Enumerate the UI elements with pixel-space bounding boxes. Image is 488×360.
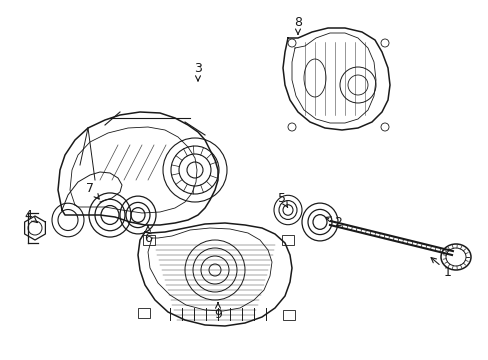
Text: 5: 5 <box>278 192 287 207</box>
Bar <box>283 310 294 320</box>
Bar <box>138 308 150 318</box>
Text: 1: 1 <box>430 258 451 279</box>
Text: 7: 7 <box>86 181 99 199</box>
Text: 9: 9 <box>214 303 222 321</box>
Bar <box>142 235 155 245</box>
Bar <box>282 235 293 245</box>
Text: 4: 4 <box>24 208 37 222</box>
Text: 8: 8 <box>293 15 302 34</box>
Text: 6: 6 <box>144 226 152 244</box>
Text: 3: 3 <box>194 62 202 81</box>
Text: 2: 2 <box>325 216 341 229</box>
